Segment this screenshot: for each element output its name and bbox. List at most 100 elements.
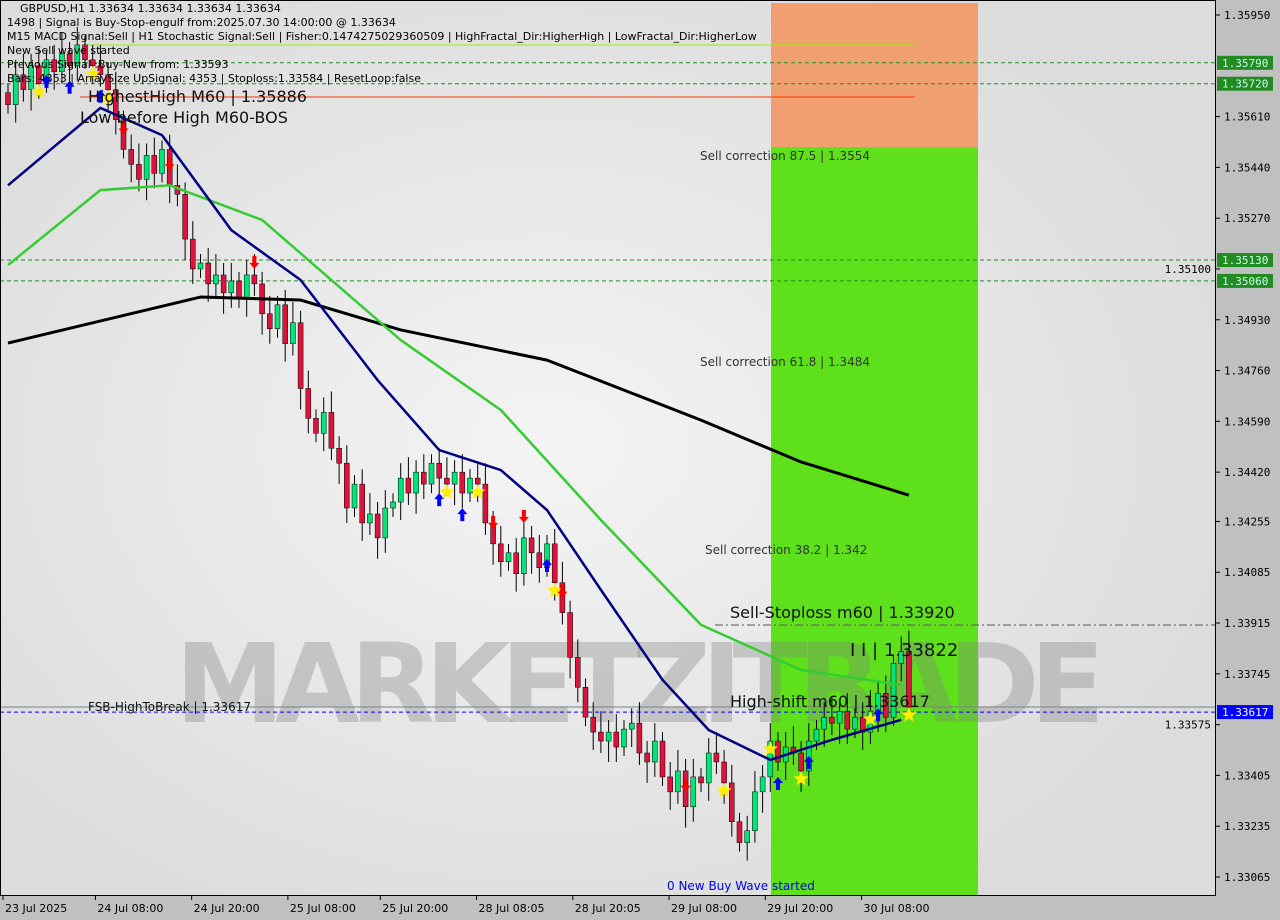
arrow-up-icon: [457, 508, 468, 522]
candle: [636, 702, 643, 765]
star-icon: [716, 782, 732, 798]
candle: [575, 639, 581, 703]
x-tick-label: 24 Jul 08:00: [97, 902, 163, 915]
candle: [59, 32, 65, 84]
candle: [143, 143, 150, 201]
plot-frame: [0, 0, 1216, 896]
candle: [274, 295, 281, 338]
sell-stoploss-label: Sell-Stoploss m60 | 1.33920: [730, 603, 955, 622]
candle: [482, 463, 489, 535]
candle: [405, 457, 412, 506]
indicator-line: M15 MACD Signal:Sell | H1 Stochastic Sig…: [7, 30, 757, 43]
arrow-up-icon: [873, 708, 884, 722]
candle: [74, 26, 81, 81]
candle-body: [82, 44, 88, 61]
y-tick-label: 1.34255: [1224, 515, 1270, 528]
x-tick-label: 28 Jul 08:05: [479, 902, 545, 915]
sell-correction-382: Sell correction 38.2 | 1.342: [705, 543, 868, 557]
ii-level-label: I I | 1.33822: [850, 640, 959, 661]
candle-body: [451, 471, 458, 485]
star-icon: [862, 711, 879, 726]
candle: [659, 732, 666, 786]
candle-body: [513, 552, 519, 574]
wave-overlay: New Sell wave started: [7, 44, 130, 57]
candle-body: [467, 477, 473, 494]
candle-body: [274, 304, 281, 329]
candle: [197, 254, 204, 278]
price-tag: [1217, 76, 1273, 91]
candle: [297, 310, 304, 410]
candle-body: [197, 262, 204, 270]
candle: [459, 454, 466, 509]
candle: [390, 493, 396, 517]
candle-body: [220, 274, 227, 294]
candle: [20, 53, 27, 102]
arrow-up-icon: [95, 89, 106, 103]
candle: [890, 654, 897, 727]
moving-average-line: [7, 106, 902, 762]
bars-line: Bars: 4353 | ArraySize UpSignal: 4353 | …: [7, 72, 421, 85]
sell-zone: [771, 3, 978, 148]
candle: [505, 543, 512, 571]
candle: [621, 720, 627, 756]
candle-body: [151, 155, 158, 174]
arrow-down-icon: [518, 509, 529, 523]
y-tick-label: 1.33405: [1224, 769, 1270, 782]
y-tick-label: 1.35270: [1224, 212, 1270, 225]
y-tick-label: 1.34590: [1224, 415, 1270, 428]
previous-signal: Previous Signal :Buy-New from: 1.33593: [7, 58, 229, 71]
candle: [320, 397, 327, 452]
candle-body: [644, 752, 650, 763]
candle: [513, 537, 519, 592]
price-tag-label: 1.33617: [1222, 706, 1268, 719]
candle: [159, 140, 165, 183]
candle: [97, 44, 104, 87]
x-tick-label: 25 Jul 20:00: [382, 902, 448, 915]
candle: [328, 391, 335, 461]
candle: [590, 702, 596, 751]
candle: [336, 436, 342, 485]
candle-body: [459, 471, 466, 494]
candle-body: [890, 663, 897, 718]
candle: [113, 71, 119, 135]
candle: [228, 262, 235, 308]
y-tick-label: 1.33235: [1224, 820, 1270, 833]
moving-average-line: [7, 184, 902, 687]
arrow-up-icon: [542, 558, 552, 572]
candle-body: [605, 731, 612, 742]
star-icon: [793, 770, 809, 786]
candle: [413, 460, 419, 514]
new-buy-wave-label: 0 New Buy Wave started: [667, 879, 815, 893]
star-icon: [762, 741, 778, 756]
y-tick-label: 1.34930: [1224, 314, 1270, 327]
y-tick-label: 1.35950: [1224, 9, 1270, 22]
candle-body: [436, 462, 442, 479]
candle-body: [736, 821, 743, 843]
candle-body: [59, 53, 65, 73]
candle-body: [290, 322, 296, 344]
candle-body: [536, 552, 543, 569]
candle: [628, 708, 635, 748]
candle-body: [505, 552, 512, 563]
y-tick-label: 1.35440: [1224, 161, 1270, 174]
y-tick-label: 1.35100: [1165, 263, 1211, 276]
y-tick-label: 1.34085: [1224, 566, 1270, 579]
price-tag-label: 1.35720: [1222, 78, 1268, 91]
candle-body: [898, 651, 904, 664]
candle: [705, 738, 712, 801]
candle-body: [36, 65, 42, 84]
candle-body: [113, 89, 119, 120]
candle-body: [305, 388, 312, 419]
candle: [775, 732, 781, 771]
star-icon: [439, 484, 455, 499]
candle-body: [66, 53, 73, 67]
candle: [736, 812, 743, 852]
candle: [374, 502, 381, 559]
star-icon: [31, 83, 47, 99]
candle-body: [28, 65, 34, 90]
candle-body: [344, 462, 350, 509]
candle-body: [675, 770, 681, 793]
star-icon: [901, 706, 917, 722]
